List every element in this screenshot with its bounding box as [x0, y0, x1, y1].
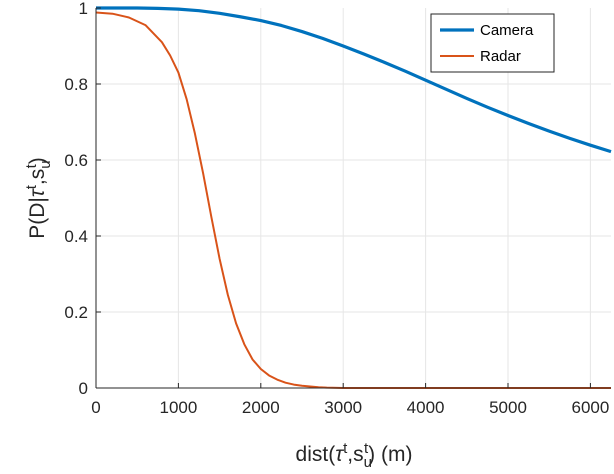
legend-label-radar: Radar	[480, 48, 521, 65]
x-tick-label: 2000	[242, 398, 280, 417]
series-line-camera	[96, 6, 612, 154]
y-tick-labels: 0 0.2 0.4 0.6 0.8 1	[64, 0, 88, 398]
legend: Camera Radar	[430, 13, 555, 73]
x-tick-label: 5000	[489, 398, 527, 417]
y-tick-label: 0.6	[64, 151, 88, 170]
legend-label-camera: Camera	[480, 22, 534, 39]
x-axis-label: dist(τt,sut) (m)	[296, 440, 413, 471]
y-axis-label: P(D|τt,sut)	[23, 157, 54, 239]
y-tick-label: 0.2	[64, 303, 88, 322]
y-tick-label: 1	[79, 0, 88, 18]
legend-box	[430, 13, 555, 73]
x-tick-label: 6000	[571, 398, 609, 417]
x-tick-label: 3000	[324, 398, 362, 417]
x-tick-labels: 0 1000 2000 3000 4000 5000 6000	[91, 398, 609, 417]
y-tick-label: 0.8	[64, 75, 88, 94]
x-tick-label: 4000	[407, 398, 445, 417]
x-tick-label: 0	[91, 398, 100, 417]
x-tick-label: 1000	[159, 398, 197, 417]
grid	[96, 8, 611, 388]
y-tick-label: 0.4	[64, 227, 88, 246]
y-tick-label: 0	[79, 379, 88, 398]
axes	[95, 7, 611, 389]
